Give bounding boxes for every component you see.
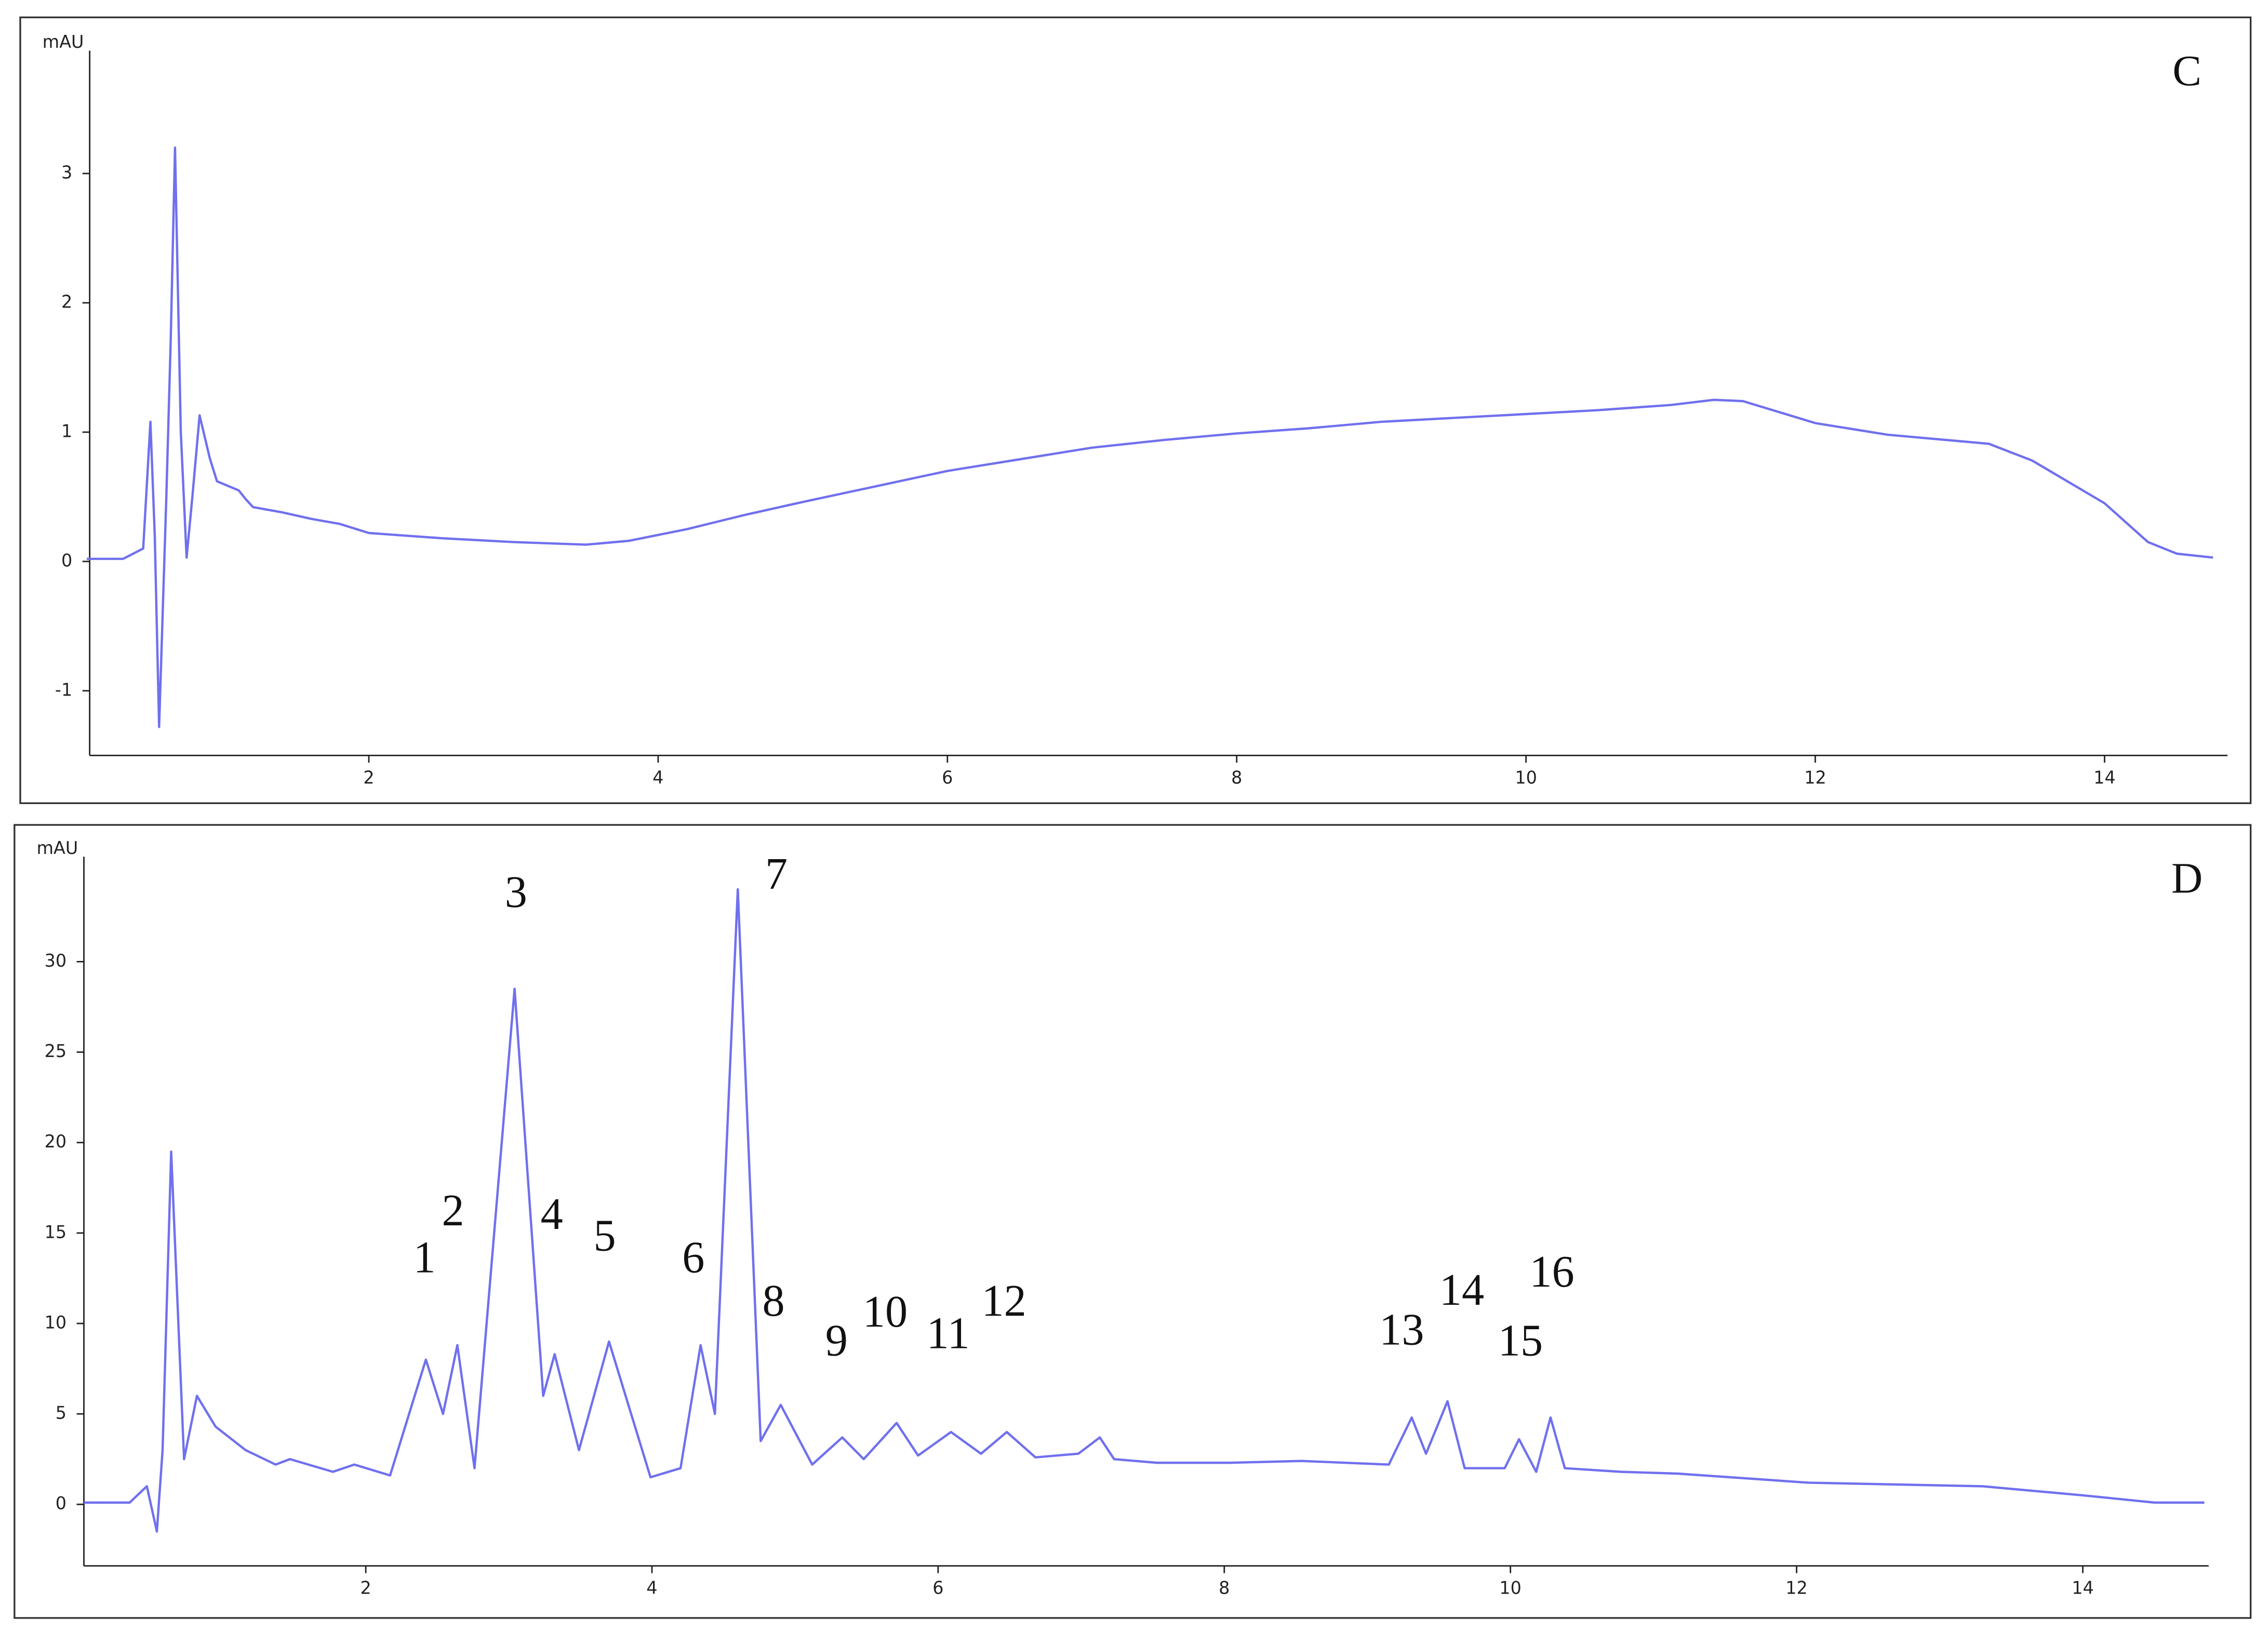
data-line [87,146,2213,728]
peak-label: 11 [927,1308,970,1358]
peak-label: 14 [1439,1265,1484,1315]
x-tick-label: 6 [932,1578,943,1598]
y-axis-label: mAU [37,838,78,858]
x-tick-label: 4 [646,1578,657,1598]
y-tick-label: 2 [61,291,72,312]
x-tick-label: 12 [1785,1578,1808,1598]
x-tick-label: 10 [1499,1578,1522,1598]
y-tick-label: 10 [45,1312,67,1332]
data-line [84,888,2205,1533]
peak-label: 13 [1379,1305,1424,1355]
x-tick-label: 8 [1231,767,1242,787]
y-tick-label: 1 [61,421,72,441]
x-tick-label: 10 [1515,767,1537,787]
peak-label: 9 [825,1316,848,1366]
peak-label: 1 [413,1232,435,1282]
x-tick-label: 4 [652,767,663,787]
y-tick-label: 15 [45,1222,67,1242]
peak-label: 15 [1498,1316,1543,1366]
peak-label: 3 [505,867,527,917]
y-tick-label: 5 [56,1403,66,1423]
panel-label: D [2171,855,2203,903]
panel-frame [19,16,2252,804]
y-tick-label: 20 [45,1131,67,1152]
peak-label: 4 [541,1189,563,1239]
y-tick-label: 25 [45,1041,67,1061]
y-axis-label: mAU [43,32,84,52]
peak-label: 5 [594,1211,616,1261]
peak-label: 2 [442,1185,464,1235]
y-tick-label: 0 [61,550,72,570]
x-tick-label: 12 [1804,767,1826,787]
peak-label: 8 [763,1276,785,1326]
peak-label: 12 [981,1276,1026,1326]
panel-label: C [2172,47,2202,95]
x-tick-label: 2 [360,1578,371,1598]
x-tick-label: 2 [363,767,374,787]
y-tick-label: 0 [56,1493,66,1514]
x-tick-label: 6 [942,767,953,787]
x-tick-label: 14 [2093,767,2116,787]
x-tick-label: 8 [1219,1578,1230,1598]
peak-label: 6 [682,1232,704,1282]
x-tick-label: 14 [2072,1578,2094,1598]
peak-label: 16 [1529,1247,1574,1296]
y-tick-label: -1 [55,679,72,700]
y-tick-label: 30 [45,951,67,971]
panel-frame [14,824,2252,1619]
y-tick-label: 3 [61,163,72,183]
peak-label: 10 [863,1287,908,1336]
peak-label: 7 [765,849,788,899]
